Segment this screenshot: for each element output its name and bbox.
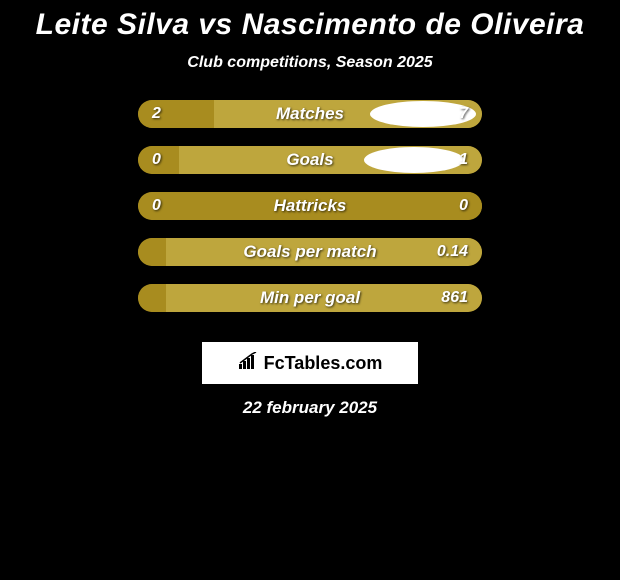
logo: FcTables.com	[238, 352, 383, 375]
stat-row: 2Matches7	[138, 100, 482, 128]
stat-row: 0Hattricks0	[138, 192, 482, 220]
stat-value-right: 7	[459, 105, 468, 123]
stat-value-right: 1	[459, 151, 468, 169]
stat-bar: 0Goals1	[138, 146, 482, 174]
stat-label: Goals	[138, 150, 482, 170]
stat-bar: 2Matches7	[138, 100, 482, 128]
stat-value-right: 861	[441, 289, 468, 307]
stat-row: Min per goal861	[138, 284, 482, 312]
stat-value-right: 0	[459, 197, 468, 215]
stat-label: Matches	[138, 104, 482, 124]
stat-row: Goals per match0.14	[138, 238, 482, 266]
stat-row: 0Goals1	[138, 146, 482, 174]
stat-rows: 2Matches70Goals10Hattricks0Goals per mat…	[138, 100, 482, 330]
stat-label: Hattricks	[138, 196, 482, 216]
date-text: 22 february 2025	[243, 398, 377, 418]
chart-icon	[238, 352, 260, 375]
logo-box: FcTables.com	[202, 342, 418, 384]
subtitle: Club competitions, Season 2025	[187, 54, 432, 72]
stat-bar: Min per goal861	[138, 284, 482, 312]
stat-label: Min per goal	[138, 288, 482, 308]
comparison-infographic: Leite Silva vs Nascimento de Oliveira Cl…	[0, 0, 620, 418]
logo-text: FcTables.com	[264, 353, 383, 374]
stat-label: Goals per match	[138, 242, 482, 262]
stat-bar: Goals per match0.14	[138, 238, 482, 266]
page-title: Leite Silva vs Nascimento de Oliveira	[36, 8, 585, 42]
stat-value-right: 0.14	[437, 243, 468, 261]
stat-bar: 0Hattricks0	[138, 192, 482, 220]
